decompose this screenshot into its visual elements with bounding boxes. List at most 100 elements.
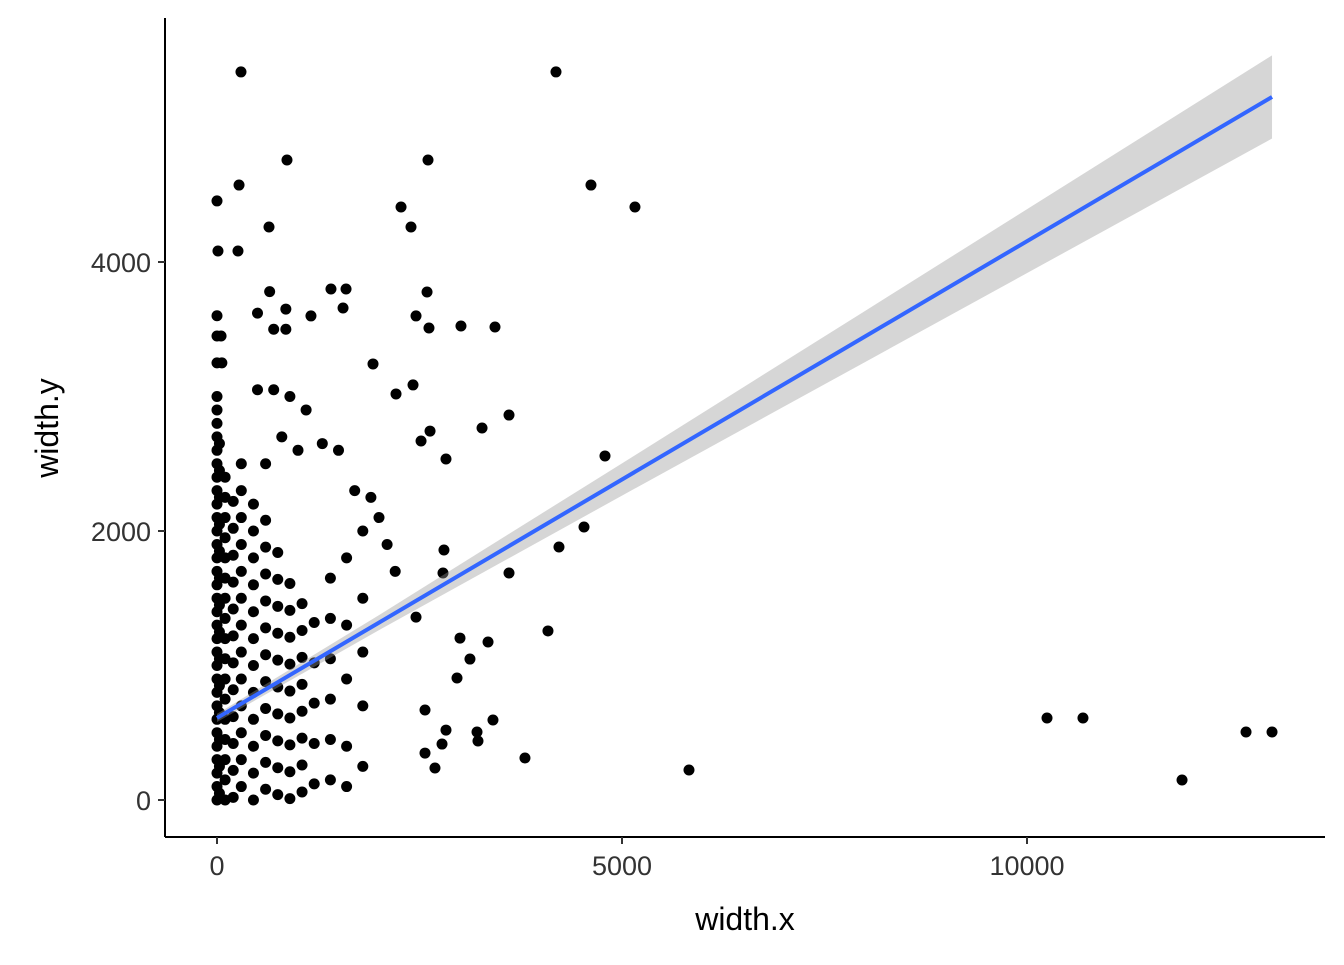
point (227, 549, 239, 561)
point (437, 567, 449, 579)
point (227, 711, 239, 723)
point (211, 404, 223, 416)
y-tick-label: 2000 (91, 517, 151, 547)
point (235, 458, 247, 470)
point (357, 760, 369, 772)
point (235, 619, 247, 631)
point (260, 541, 272, 553)
point (219, 693, 231, 705)
point (211, 390, 223, 402)
point (260, 568, 272, 580)
point (296, 786, 308, 798)
point (340, 283, 352, 295)
point (1240, 726, 1252, 738)
point (227, 738, 239, 750)
point (284, 766, 296, 778)
point (503, 409, 515, 421)
point (316, 438, 328, 450)
point (235, 538, 247, 550)
point (232, 245, 244, 257)
point (553, 541, 565, 553)
point (219, 532, 231, 544)
point (296, 732, 308, 744)
point (349, 485, 361, 497)
point (324, 774, 336, 786)
regression-line (215, 95, 1274, 720)
point (235, 781, 247, 793)
point (260, 676, 272, 688)
point (357, 646, 369, 658)
point (219, 673, 231, 685)
point (216, 357, 228, 369)
point (424, 425, 436, 437)
point (296, 705, 308, 717)
point (247, 794, 259, 806)
point (357, 525, 369, 537)
point (235, 592, 247, 604)
point (211, 417, 223, 429)
point (454, 632, 466, 644)
point (464, 653, 476, 665)
x-axis-title: width.x (694, 901, 795, 937)
y-tick-label: 4000 (91, 248, 151, 278)
y-axis-title: width.y (29, 378, 65, 479)
point (219, 774, 231, 786)
point (247, 525, 259, 537)
point (324, 653, 336, 665)
point (272, 654, 284, 666)
point (436, 738, 448, 750)
point (341, 740, 353, 752)
point (373, 512, 385, 524)
point (476, 422, 488, 434)
point (410, 310, 422, 322)
point (451, 672, 463, 684)
point (367, 358, 379, 370)
point (235, 727, 247, 739)
point (296, 598, 308, 610)
point (280, 323, 292, 335)
point (252, 384, 264, 396)
point (227, 657, 239, 669)
point (284, 739, 296, 751)
point (487, 714, 499, 726)
point (519, 752, 531, 764)
point (389, 565, 401, 577)
point (296, 651, 308, 663)
point (213, 438, 225, 450)
point (308, 697, 320, 709)
point (211, 195, 223, 207)
point (272, 547, 284, 559)
point (280, 303, 292, 315)
point (300, 404, 312, 416)
point (1176, 774, 1188, 786)
point (683, 764, 695, 776)
point (260, 783, 272, 795)
point (1266, 726, 1278, 738)
point (219, 653, 231, 665)
point (272, 735, 284, 747)
point (247, 713, 259, 725)
point (337, 302, 349, 314)
point (296, 759, 308, 771)
point (357, 700, 369, 712)
point (472, 735, 484, 747)
point (272, 600, 284, 612)
point (235, 512, 247, 524)
point (429, 762, 441, 774)
point (578, 521, 590, 533)
point (407, 379, 419, 391)
point (235, 66, 247, 78)
point (308, 616, 320, 628)
point (219, 754, 231, 766)
point (410, 611, 422, 623)
point (324, 612, 336, 624)
point (272, 762, 284, 774)
x-tick-label: 5000 (592, 851, 652, 881)
point (268, 323, 280, 335)
point (227, 522, 239, 534)
point (421, 286, 433, 298)
point (235, 673, 247, 685)
point (260, 703, 272, 715)
point (215, 330, 227, 342)
